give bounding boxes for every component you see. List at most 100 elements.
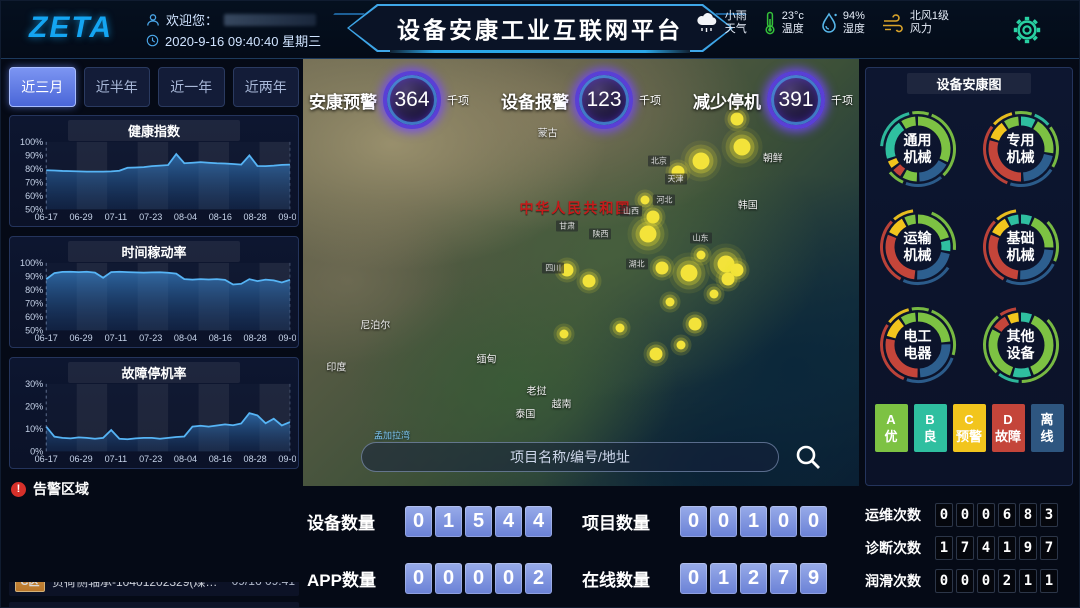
map-marker[interactable] [665,297,675,307]
digit-box: 4 [525,506,552,537]
map-label-老挝: 老挝 [526,386,547,398]
legend-离线: 离线 [1030,404,1064,452]
bottom-counters: 设备数量 0 1 5 4 4 项目数量 0 0 1 0 0 APP数量 0 0 0 0 2 在线数量 0 1 2 7 9 [307,493,857,607]
map-marker[interactable] [649,347,663,361]
project-search [361,442,820,472]
map-label-蒙古: 蒙古 [537,128,558,140]
svg-text:08-04: 08-04 [174,333,197,343]
map-label-韩国: 韩国 [737,200,758,212]
time-utilization-panel: 时间稼动率 50% 60% 70% 80% 90% 100% 06-17 06-29 07-11… [9,236,302,348]
digit-box: 1 [435,506,462,537]
tab-近三月[interactable]: 近三月 [9,67,76,107]
svg-text:70%: 70% [25,298,43,308]
device-gauges: 通用 机械 专用 机械运输 机械 基础 机械电工 电器 其他 设备 [866,102,1072,392]
svg-text:07-11: 07-11 [105,454,128,464]
map-marker[interactable] [688,317,702,331]
clock-icon [146,34,159,47]
alert-row[interactable]: C区负荷侧轴承-10401202329(煤气引风机电...09/16 09:41 [9,602,299,607]
map-marker[interactable] [615,323,625,333]
map-marker[interactable] [721,272,735,286]
svg-text:20%: 20% [25,401,43,411]
tab-近半年[interactable]: 近半年 [83,67,150,107]
top-header: ZETA 欢迎您： 2020-9-16 09:40:40 星期三 [1,1,1079,59]
digit-box: 1 [935,535,953,560]
gauge-运输机械[interactable]: 运输 机械 [871,200,965,294]
digit-box: 0 [956,503,974,528]
digit-box: 9 [800,563,827,594]
counter-label: 运维次数 [865,507,921,524]
map-marker[interactable] [582,274,596,288]
digit-box: 8 [1019,503,1037,528]
digit-box: 0 [977,503,995,528]
rain-cloud-icon [697,13,717,32]
digit-box: 2 [525,563,552,594]
gauge-其他设备[interactable]: 其他 设备 [974,298,1068,392]
svg-text:08-16: 08-16 [209,212,232,222]
search-button[interactable] [793,442,825,474]
alert-row[interactable]: C区负荷侧轴承-10401202329(煤气引风机电...09/16 09:41 [9,582,299,596]
map-marker[interactable] [646,210,660,224]
tab-近两年[interactable]: 近两年 [232,67,299,107]
map-marker[interactable] [730,263,744,277]
map-label-朝鲜: 朝鲜 [762,153,783,165]
map-marker[interactable] [655,261,669,275]
settings-button[interactable] [1009,12,1045,48]
map-marker[interactable] [559,329,569,339]
search-icon [796,445,820,469]
gauge-label: 专用 机械 [1006,132,1035,165]
digit-box: 7 [770,563,797,594]
map-marker[interactable] [717,255,735,273]
weather-humidity: 94% 湿度 [820,10,865,36]
map-marker[interactable] [696,250,706,260]
map-marker[interactable] [709,289,719,299]
svg-text:09-09: 09-09 [278,212,296,222]
digit-box: 1 [710,563,737,594]
map-marker[interactable] [680,264,698,281]
svg-text:07-11: 07-11 [105,333,128,343]
alert-area-title: 告警区域 [33,481,89,497]
svg-text:06-17: 06-17 [35,212,58,222]
chart-title: 时间稼动率 [67,241,241,262]
digit-box: 4 [977,535,995,560]
kpi-row: 安康预警 364 千项 设备报警 123 千项 减少停机 391 千项 [303,71,859,129]
map-label-山东: 山东 [689,232,712,244]
user-icon [147,13,159,26]
gauge-通用机械[interactable]: 通用 机械 [871,102,965,196]
counter-运维次数: 运维次数 0 0 0 6 8 3 [865,503,1073,528]
welcome-label: 欢迎您： [166,13,219,28]
digit-box: 2 [998,568,1016,593]
svg-text:06-17: 06-17 [35,454,58,464]
gauge-label: 电工 电器 [903,328,932,361]
page-title: 设备安康工业互联网平台 [397,17,683,43]
alert-text: 负荷侧轴承-10401202329(煤气引风机电... [52,582,225,590]
map-marker[interactable] [730,112,744,126]
welcome-name-redacted [224,13,317,26]
map-marker[interactable] [676,340,686,350]
gear-icon [1013,16,1041,44]
map-label-陕西: 陕西 [589,228,612,240]
project-search-input[interactable] [361,442,779,472]
digit-box: 7 [1040,535,1058,560]
gauge-专用机械[interactable]: 专用 机械 [974,102,1068,196]
gauge-电工电器[interactable]: 电工 电器 [871,298,965,392]
map-marker[interactable] [692,152,710,170]
svg-text:08-04: 08-04 [174,454,197,464]
alert-list[interactable]: C区负荷侧轴承-10401202329(煤气引风机电...09/16 09:41… [9,582,299,607]
time-range-tabs: 近三月 近半年 近一年 近两年 [9,67,299,107]
time-utilization-chart: 50% 60% 70% 80% 90% 100% 06-17 06-29 07-11 07-23 0… [12,258,302,345]
map-marker[interactable] [640,195,650,205]
gauge-基础机械[interactable]: 基础 机械 [974,200,1068,294]
svg-text:06-29: 06-29 [69,212,92,222]
fault-downtime-chart: 0% 10% 20% 30% 06-17 06-29 07-11 07-23 08-04 08-1… [12,379,301,466]
map-marker[interactable] [733,138,751,156]
map-label-四川: 四川 [542,262,565,274]
alert-area-header: ! 告警区域 [11,478,299,500]
tab-近一年[interactable]: 近一年 [158,67,225,107]
digit-box: 0 [405,506,432,537]
legend-D: D 故障 [991,404,1025,452]
alert-time: 09/16 09:41 [232,582,295,588]
digit-box: 1 [1040,568,1058,593]
map-marker[interactable] [639,225,657,243]
